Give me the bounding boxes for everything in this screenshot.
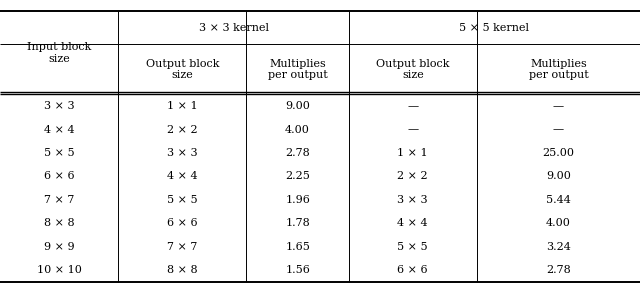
Text: 5.44: 5.44 [546,195,571,205]
Text: —: — [553,125,564,134]
Text: 3 × 3 kernel: 3 × 3 kernel [198,23,269,33]
Text: 3.24: 3.24 [546,242,571,252]
Text: Input block
size: Input block size [27,42,92,64]
Text: 4 × 4: 4 × 4 [167,172,198,181]
Text: 1.96: 1.96 [285,195,310,205]
Text: —: — [407,125,419,134]
Text: 4 × 4: 4 × 4 [44,125,74,134]
Text: 5 × 5 kernel: 5 × 5 kernel [460,23,529,33]
Text: 4.00: 4.00 [546,219,571,228]
Text: 10 × 10: 10 × 10 [36,265,82,275]
Text: 6 × 6: 6 × 6 [44,172,74,181]
Text: 1.78: 1.78 [285,219,310,228]
Text: 6 × 6: 6 × 6 [167,219,198,228]
Text: Multiplies
per output: Multiplies per output [268,59,328,80]
Text: 1 × 1: 1 × 1 [167,101,198,111]
Text: 2.25: 2.25 [285,172,310,181]
Text: 5 × 5: 5 × 5 [167,195,198,205]
Text: 7 × 7: 7 × 7 [167,242,198,252]
Text: —: — [407,101,419,111]
Text: 1.56: 1.56 [285,265,310,275]
Text: 4 × 4: 4 × 4 [397,219,428,228]
Text: 9 × 9: 9 × 9 [44,242,74,252]
Text: 2 × 2: 2 × 2 [167,125,198,134]
Text: 1.65: 1.65 [285,242,310,252]
Text: 9.00: 9.00 [285,101,310,111]
Text: 1 × 1: 1 × 1 [397,148,428,158]
Text: 7 × 7: 7 × 7 [44,195,74,205]
Text: 3 × 3: 3 × 3 [397,195,428,205]
Text: 8 × 8: 8 × 8 [167,265,198,275]
Text: —: — [553,101,564,111]
Text: 5 × 5: 5 × 5 [44,148,74,158]
Text: 8 × 8: 8 × 8 [44,219,74,228]
Text: 2.78: 2.78 [546,265,571,275]
Text: 9.00: 9.00 [546,172,571,181]
Text: 3 × 3: 3 × 3 [44,101,74,111]
Text: 2 × 2: 2 × 2 [397,172,428,181]
Text: 4.00: 4.00 [285,125,310,134]
Text: 25.00: 25.00 [543,148,575,158]
Text: Output block
size: Output block size [146,59,219,80]
Text: 3 × 3: 3 × 3 [167,148,198,158]
Text: Output block
size: Output block size [376,59,449,80]
Text: 6 × 6: 6 × 6 [397,265,428,275]
Text: 2.78: 2.78 [285,148,310,158]
Text: Multiplies
per output: Multiplies per output [529,59,588,80]
Text: 5 × 5: 5 × 5 [397,242,428,252]
